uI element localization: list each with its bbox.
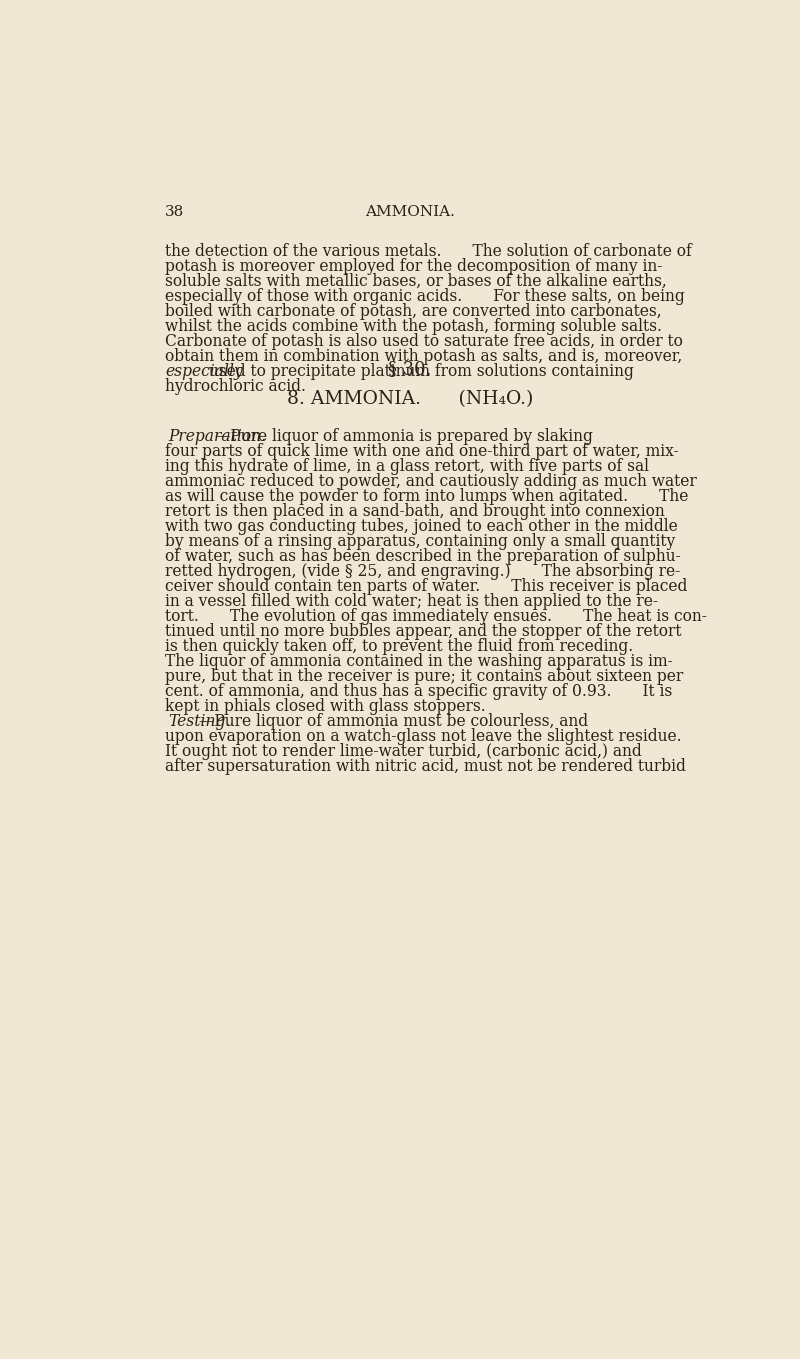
Text: used to precipitate platinum from solutions containing: used to precipitate platinum from soluti… — [204, 363, 634, 381]
Text: upon evaporation on a watch-glass not leave the slightest residue.: upon evaporation on a watch-glass not le… — [165, 728, 682, 745]
Text: cent. of ammonia, and thus has a specific gravity of 0.93.  It is: cent. of ammonia, and thus has a specifi… — [165, 684, 672, 700]
Text: whilst the acids combine with the potash, forming soluble salts.: whilst the acids combine with the potash… — [165, 318, 662, 336]
Text: of water, such as has been described in the preparation of sulphu-: of water, such as has been described in … — [165, 548, 681, 565]
Text: after supersaturation with nitric acid, must not be rendered turbid: after supersaturation with nitric acid, … — [165, 758, 686, 775]
Text: tinued until no more bubbles appear, and the stopper of the retort: tinued until no more bubbles appear, and… — [165, 622, 682, 640]
Text: is then quickly taken off, to prevent the fluid from receding.: is then quickly taken off, to prevent th… — [165, 639, 634, 655]
Text: the detection of the various metals.  The solution of carbonate of: the detection of the various metals. The… — [165, 243, 692, 260]
Text: boiled with carbonate of potash, are converted into carbonates,: boiled with carbonate of potash, are con… — [165, 303, 662, 321]
Text: potash is moreover employed for the decomposition of many in-: potash is moreover employed for the deco… — [165, 258, 662, 275]
Text: Carbonate of potash is also used to saturate free acids, in order to: Carbonate of potash is also used to satu… — [165, 333, 683, 351]
Text: soluble salts with metallic bases, or bases of the alkaline earths,: soluble salts with metallic bases, or ba… — [165, 273, 667, 291]
Text: four parts of quick lime with one and one-third part of water, mix-: four parts of quick lime with one and on… — [165, 443, 679, 459]
Text: AMMONIA.: AMMONIA. — [365, 205, 455, 219]
Text: kept in phials closed with glass stoppers.: kept in phials closed with glass stopper… — [165, 699, 486, 715]
Text: 8. AMMONIA.  (NH₄O.): 8. AMMONIA. (NH₄O.) — [287, 390, 533, 408]
Text: ammoniac reduced to powder, and cautiously adding as much water: ammoniac reduced to powder, and cautious… — [165, 473, 697, 489]
Text: tort.  The evolution of gas immediately ensues.  The heat is con-: tort. The evolution of gas immediately e… — [165, 607, 707, 625]
Text: hydrochloric acid.: hydrochloric acid. — [165, 378, 306, 395]
Text: pure, but that in the receiver is pure; it contains about sixteen per: pure, but that in the receiver is pure; … — [165, 669, 683, 685]
Text: The liquor of ammonia contained in the washing apparatus is im-: The liquor of ammonia contained in the w… — [165, 654, 673, 670]
Text: It ought not to render lime-water turbid, (carbonic acid,) and: It ought not to render lime-water turbid… — [165, 743, 642, 760]
Text: 38: 38 — [165, 205, 184, 219]
Text: ceiver should contain ten parts of water.  This receiver is placed: ceiver should contain ten parts of water… — [165, 578, 687, 595]
Text: Testing.: Testing. — [168, 713, 230, 730]
Text: § 30.: § 30. — [388, 360, 432, 378]
Text: —Pure liquor of ammonia must be colourless, and: —Pure liquor of ammonia must be colourle… — [199, 713, 589, 730]
Text: by means of a rinsing apparatus, containing only a small quantity: by means of a rinsing apparatus, contain… — [165, 533, 675, 550]
Text: especially: especially — [165, 363, 243, 381]
Text: obtain them in combination with potash as salts, and is, moreover,: obtain them in combination with potash a… — [165, 348, 682, 366]
Text: ing this hydrate of lime, in a glass retort, with five parts of sal: ing this hydrate of lime, in a glass ret… — [165, 458, 649, 474]
Text: with two gas conducting tubes, joined to each other in the middle: with two gas conducting tubes, joined to… — [165, 518, 678, 535]
Text: in a vessel filled with cold water; heat is then applied to the re-: in a vessel filled with cold water; heat… — [165, 593, 658, 610]
Text: —Pure liquor of ammonia is prepared by slaking: —Pure liquor of ammonia is prepared by s… — [215, 428, 593, 444]
Text: Preparation.: Preparation. — [168, 428, 266, 444]
Text: as will cause the powder to form into lumps when agitated.  The: as will cause the powder to form into lu… — [165, 488, 689, 506]
Text: retort is then placed in a sand-bath, and brought into connexion: retort is then placed in a sand-bath, an… — [165, 503, 665, 520]
Text: retted hydrogen, (vide § 25, and engraving.)  The absorbing re-: retted hydrogen, (vide § 25, and engravi… — [165, 563, 680, 580]
Text: especially of those with organic acids.  For these salts, on being: especially of those with organic acids. … — [165, 288, 685, 306]
